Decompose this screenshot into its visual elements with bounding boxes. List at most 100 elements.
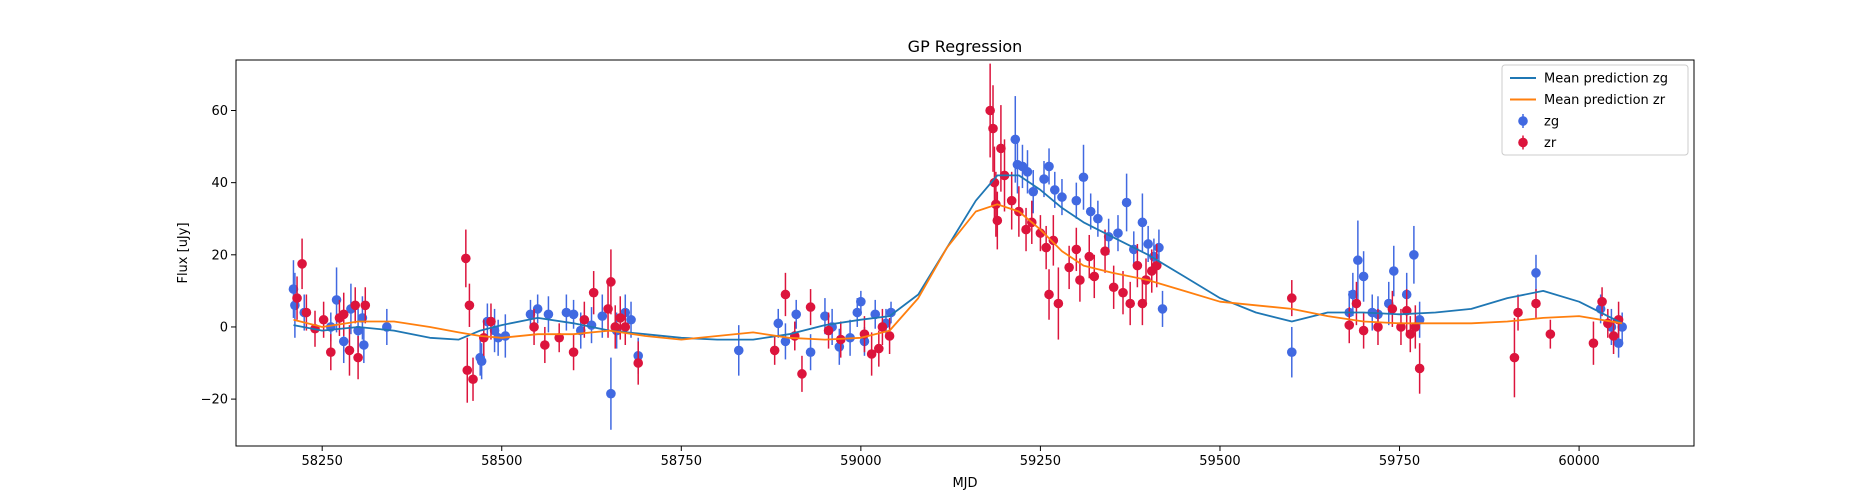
zr-point (1125, 298, 1135, 309)
zr-point (1513, 307, 1523, 318)
zr-point (579, 314, 590, 325)
y-tick-label: 60 (211, 104, 228, 119)
zr-point (1137, 298, 1148, 309)
zr-point (1021, 224, 1031, 235)
zg-point (1143, 239, 1153, 249)
zr-point (1405, 329, 1416, 339)
y-tick-label: −20 (201, 393, 228, 408)
zr-point (1108, 282, 1119, 293)
x-tick-label: 59000 (840, 454, 881, 469)
zr-point (1006, 195, 1017, 206)
zg-point (1022, 167, 1033, 177)
zg-point (820, 311, 830, 321)
y-axis-label: Flux [uJy] (176, 222, 191, 283)
x-tick-label: 58250 (302, 454, 343, 469)
zg-point (1613, 338, 1624, 348)
zr-point (468, 374, 478, 385)
legend: Mean prediction zg Mean prediction zr zg zr (1501, 64, 1689, 156)
axes-frame (235, 59, 1695, 447)
zr-point (1509, 352, 1520, 363)
zr-point (1044, 289, 1054, 300)
zr-point (292, 293, 302, 303)
zr-point (1048, 235, 1059, 246)
zr-point (823, 325, 834, 336)
mean-prediction-zr-line (293, 203, 1623, 341)
zr-point (301, 307, 312, 318)
legend-entry-label: zr (1544, 136, 1557, 151)
zr-point (615, 313, 626, 323)
zg-point (1154, 242, 1164, 253)
zr-point (568, 347, 579, 358)
zr-point (461, 253, 471, 264)
zr-point (1351, 298, 1362, 309)
zr-point (610, 322, 621, 332)
zr-point (1084, 251, 1095, 262)
zr-point (988, 123, 998, 134)
zr-point (1132, 260, 1143, 271)
zg-point (1617, 322, 1627, 332)
zg-point (359, 340, 369, 350)
zr-point (1075, 275, 1085, 285)
zg-point (1388, 266, 1399, 276)
x-tick-label: 58750 (661, 454, 702, 469)
zg-point (288, 284, 299, 294)
zg-point (525, 309, 536, 320)
zr-point (1100, 246, 1110, 256)
zg-point (1093, 213, 1103, 224)
zr-point (1118, 287, 1128, 298)
zg-point (1137, 217, 1148, 228)
legend-marker-handle (1518, 116, 1528, 126)
zr-point (318, 314, 329, 325)
zr-point (797, 369, 807, 379)
zg-point (561, 307, 572, 318)
zr-point (1387, 304, 1398, 314)
chart-title: GP Regression (908, 37, 1023, 56)
zg-point (1039, 174, 1049, 184)
zr-point (780, 289, 791, 300)
zg-point (805, 347, 816, 358)
zr-point (462, 365, 473, 376)
zg-point (1353, 255, 1363, 266)
legend-entry-label: Mean prediction zg (1544, 72, 1668, 87)
zr-point (486, 316, 496, 327)
zr-point (344, 345, 355, 356)
zr-point (1064, 262, 1074, 273)
zg-point (1113, 228, 1123, 238)
zg-point (1044, 161, 1054, 172)
zg-point (543, 309, 554, 320)
zr-point (360, 300, 371, 311)
zg-point (886, 307, 896, 318)
zg-point (1057, 192, 1067, 202)
zr-point (884, 331, 895, 341)
zr-point (877, 322, 888, 332)
zr-point (554, 332, 565, 343)
zr-point (1414, 363, 1425, 374)
zr-point (1588, 338, 1599, 348)
zr-point (478, 332, 489, 343)
zg-point (1409, 250, 1419, 260)
zg-point (568, 309, 579, 320)
zr-point (996, 143, 1006, 154)
zr-point (297, 259, 307, 269)
zg-point (626, 314, 636, 325)
plot-area (288, 63, 1627, 430)
y-tick-label: 20 (211, 248, 228, 263)
zr-point (540, 340, 550, 350)
zr-point (1396, 322, 1406, 332)
zg-point (1010, 134, 1021, 145)
x-tick-label: 59500 (1199, 454, 1240, 469)
zr-point (1053, 298, 1064, 309)
zr-point (353, 352, 363, 363)
zg-point (852, 307, 863, 318)
zr-point (866, 349, 877, 359)
zg-point (597, 311, 608, 321)
zg-point (1414, 314, 1425, 325)
zr-point (992, 215, 1003, 226)
zr-point (620, 322, 631, 332)
zr-point (1071, 244, 1082, 255)
legend-entry-label: Mean prediction zr (1544, 93, 1666, 108)
zr-point (1545, 329, 1556, 339)
zg-point (1157, 304, 1168, 314)
x-tick-label: 59750 (1379, 454, 1420, 469)
zr-point (805, 302, 816, 312)
